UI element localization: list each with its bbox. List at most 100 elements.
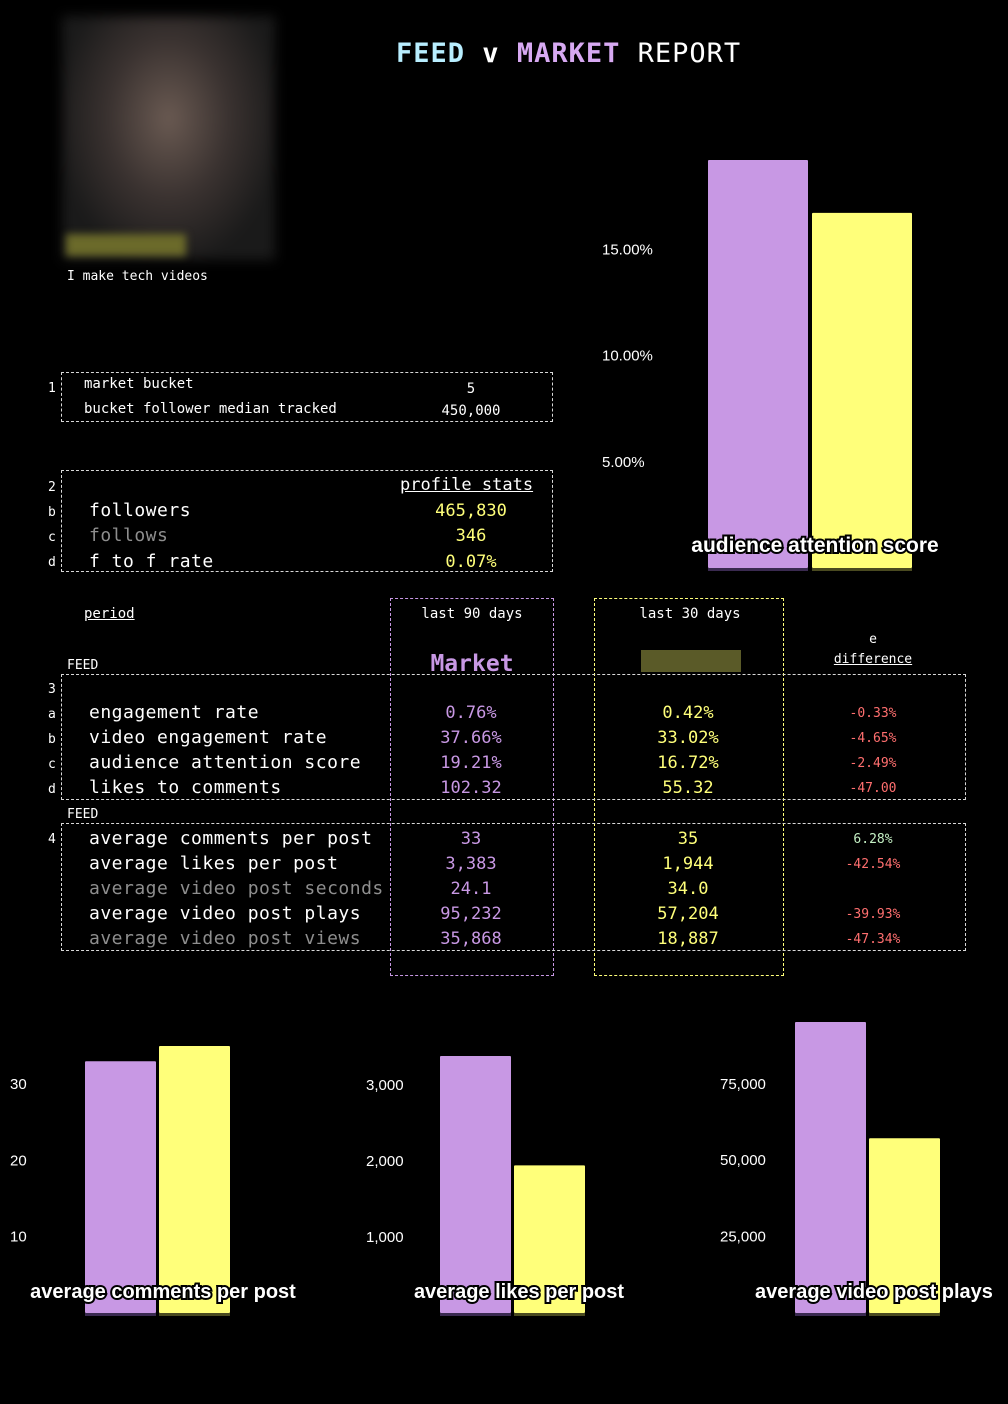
audience-attention-score-feed: 16.72% [657, 753, 719, 773]
section1-label-0: market bucket [84, 376, 194, 392]
y-tick-label: 2,000 [366, 1153, 404, 1170]
engagement-rate-market: 0.76% [445, 703, 497, 723]
bar-baseline [159, 1313, 230, 1316]
bar-baseline [514, 1313, 585, 1316]
video-engagement-rate-label: video engagement rate [89, 727, 328, 748]
y-tick-label: 15.00% [602, 241, 653, 258]
bar-baseline [85, 1313, 156, 1316]
bar-baseline [795, 1313, 866, 1316]
section1-box [61, 372, 553, 422]
y-tick-label: 5.00% [602, 454, 645, 471]
feed-column-box [594, 598, 784, 976]
bar-feed [514, 1165, 585, 1313]
avg-video-views-diff: -47.34% [845, 932, 901, 947]
s3-idx-1: b [48, 732, 56, 747]
section3-tag: FEED [67, 658, 99, 673]
y-tick-label: 30 [10, 1076, 27, 1093]
avg-comments-market: 33 [460, 829, 482, 849]
avg-video-plays-diff: -39.93% [845, 907, 901, 922]
profile-stats-header: profile stats [400, 475, 534, 495]
follows-label: follows [89, 525, 169, 546]
engagement-rate-feed: 0.42% [662, 703, 714, 723]
avg-video-plays-feed: 57,204 [657, 904, 719, 924]
video-engagement-rate-feed: 33.02% [657, 728, 719, 748]
section1-index: 1 [48, 381, 56, 396]
bar-market [708, 160, 808, 568]
avg-comments-feed: 35 [677, 829, 699, 849]
y-tick-label: 50,000 [720, 1152, 766, 1169]
chart-avg-comments: 10 20 30 average comments per post [9, 1046, 298, 1316]
bar-feed [159, 1046, 230, 1313]
profile-bio: I make tech videos [67, 269, 208, 284]
section4-index: 4 [48, 832, 56, 847]
video-engagement-rate-market: 37.66% [440, 728, 502, 748]
f-to-f-rate-value: 0.07% [445, 552, 497, 572]
title-report: REPORT [637, 38, 742, 69]
chart-avg-video-plays: 25,000 50,000 75,000 average video post pla… [719, 1022, 995, 1316]
audience-attention-score-diff: -2.49% [849, 756, 897, 771]
section2-idx-1: c [48, 530, 56, 545]
section3-box [61, 674, 966, 800]
market-period-label: last 90 days [421, 606, 523, 622]
avg-video-views-feed: 18,887 [657, 929, 719, 949]
followers-label: followers [89, 500, 192, 521]
section1-label-1: bucket follower median tracked [84, 401, 337, 417]
y-tick-label: 3,000 [366, 1077, 404, 1094]
section4-box [61, 823, 966, 951]
s3-idx-3: d [48, 782, 56, 797]
profile-photo-badge [66, 234, 186, 256]
avg-likes-diff: -42.54% [845, 857, 901, 872]
y-tick-label: 75,000 [720, 1076, 766, 1093]
section2-idx-0: b [48, 505, 56, 520]
chart-avg-likes: 1,000 2,000 3,000 average likes per post [365, 1056, 626, 1316]
difference-header: difference [833, 652, 913, 667]
report-title: FEED v MARKET REPORT [396, 38, 741, 69]
avg-likes-feed: 1,944 [662, 854, 714, 874]
difference-prefix: e [869, 632, 877, 647]
avg-comments-label: average comments per post [89, 828, 373, 849]
audience-attention-score-label: audience attention score [89, 752, 362, 773]
chart-title: average comments per post [30, 1281, 296, 1303]
bar-market [440, 1056, 511, 1313]
section4-tag: FEED [67, 807, 99, 822]
feed-period-label: last 30 days [639, 606, 741, 622]
section3-index: 3 [48, 682, 56, 697]
y-tick-label: 10.00% [602, 348, 653, 365]
y-tick-label: 1,000 [366, 1229, 404, 1246]
followers-value: 465,830 [435, 501, 507, 521]
chart-title: audience attention score [691, 534, 938, 557]
title-market: MARKET [516, 38, 621, 69]
period-label: period [84, 606, 135, 622]
chart-audience-attention: 5.00% 10.00% 15.00% audience attention scor… [601, 160, 941, 571]
bar-baseline [869, 1313, 940, 1316]
avg-comments-diff: 6.28% [853, 832, 893, 847]
avg-video-seconds-label: average video post seconds [89, 878, 384, 899]
likes-to-comments-diff: -47.00 [849, 781, 897, 796]
avg-video-plays-label: average video post plays [89, 903, 362, 924]
section2-box [61, 470, 553, 572]
likes-to-comments-label: likes to comments [89, 777, 282, 798]
chart-title: average video post plays [755, 1281, 993, 1303]
avg-video-seconds-market: 24.1 [450, 879, 492, 899]
engagement-rate-label: engagement rate [89, 702, 260, 723]
avg-video-views-market: 35,868 [440, 929, 502, 949]
video-engagement-rate-diff: -4.65% [849, 731, 897, 746]
s3-idx-0: a [48, 707, 56, 722]
chart-title: average likes per post [414, 1281, 624, 1303]
bar-market [795, 1022, 866, 1313]
avg-likes-market: 3,383 [445, 854, 497, 874]
s3-idx-2: c [48, 757, 56, 772]
market-column-title: Market [430, 651, 514, 677]
engagement-rate-diff: -0.33% [849, 706, 897, 721]
bar-baseline [708, 568, 808, 571]
avg-likes-label: average likes per post [89, 853, 339, 874]
avg-video-seconds-feed: 34.0 [667, 879, 709, 899]
avg-video-plays-market: 95,232 [440, 904, 502, 924]
bar-feed [869, 1138, 940, 1313]
y-tick-label: 25,000 [720, 1229, 766, 1246]
avg-video-views-label: average video post views [89, 928, 362, 949]
bar-market [85, 1061, 156, 1313]
section2-index: 2 [48, 480, 56, 495]
f-to-f-rate-label: f to f rate [89, 551, 214, 572]
bar-baseline [440, 1313, 511, 1316]
